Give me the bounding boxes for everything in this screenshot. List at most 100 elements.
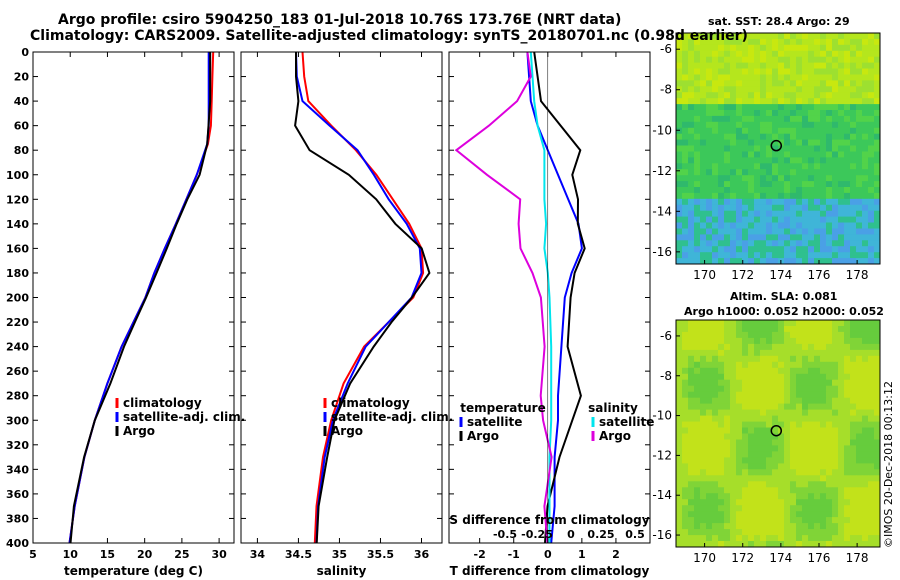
map-cell (754, 451, 761, 458)
map-cell (832, 157, 839, 164)
map-cell (802, 74, 809, 81)
map-cell (868, 216, 875, 223)
map-cell (700, 258, 707, 265)
map-cell (862, 523, 869, 530)
map-cell (718, 145, 725, 152)
map-cell (712, 421, 719, 428)
map-cell (682, 222, 689, 229)
map-cell (760, 415, 767, 422)
map-cell (760, 104, 767, 111)
map-cell (754, 487, 761, 494)
map-cell (754, 187, 761, 194)
map-cell (850, 505, 857, 512)
map-cell (706, 33, 713, 40)
map-cell (862, 145, 869, 152)
map-cell (790, 457, 797, 464)
map-cell (784, 187, 791, 194)
map-cell (682, 326, 689, 333)
map-cell (754, 169, 761, 176)
map-cell (730, 151, 737, 158)
map-cell (754, 216, 761, 223)
map-cell (742, 469, 749, 476)
map-cell (748, 234, 755, 241)
map-cell (694, 74, 701, 81)
map-cell (766, 92, 773, 99)
map-cell (850, 403, 857, 410)
map-cell (862, 326, 869, 333)
map-cell (754, 198, 761, 206)
map-cell (778, 169, 785, 176)
map-cell (856, 110, 863, 117)
map-cell (862, 487, 869, 494)
map-cell (724, 511, 731, 518)
map-cell (676, 38, 683, 46)
map-cell (682, 192, 689, 200)
map-cell (712, 505, 719, 512)
map-cell (724, 343, 731, 351)
map-cell (868, 355, 875, 363)
map-cell (778, 157, 785, 164)
map-cell (706, 529, 713, 536)
x-tick-label: -2 (474, 548, 486, 561)
map-cell (844, 397, 851, 405)
map-cell (748, 121, 755, 129)
map-cell (784, 385, 791, 393)
map-cell (790, 409, 797, 416)
map-cell (838, 439, 845, 446)
map-cell (868, 187, 875, 194)
map-cell (850, 326, 857, 333)
map-cell (676, 373, 683, 381)
map-cell (820, 74, 827, 81)
map-cell (874, 379, 881, 387)
map-cell (748, 517, 755, 524)
map-cell (808, 409, 815, 416)
map-cell (838, 74, 845, 81)
map-cell (724, 198, 731, 206)
map-cell (748, 204, 755, 212)
map-cell (802, 104, 809, 111)
map-cell (754, 204, 761, 212)
map-cell (688, 104, 695, 111)
map-cell (874, 192, 881, 200)
map-cell (874, 222, 881, 229)
map-cell (700, 98, 707, 105)
map-cell (868, 349, 875, 357)
legend-title-temperature: temperature (460, 401, 545, 415)
map-cell (736, 86, 743, 93)
map-cell (700, 181, 707, 188)
map-cell (724, 326, 731, 333)
map-cell (862, 361, 869, 369)
map-cell (826, 493, 833, 500)
map-cell (676, 175, 683, 182)
map-cell (694, 258, 701, 265)
map-cell (724, 44, 731, 52)
map-cell (778, 373, 785, 381)
map-cell (814, 198, 821, 206)
x-tick-label: 34 (250, 548, 266, 561)
map-cell (778, 145, 785, 152)
map-cell (706, 337, 713, 345)
series-line-t-satellite (526, 51, 583, 544)
series-line-argo (69, 52, 212, 544)
map-cell (736, 361, 743, 369)
map-cell (838, 98, 845, 105)
map-cell (826, 415, 833, 422)
legend-label: satellite (467, 415, 522, 429)
map-cell (676, 457, 683, 464)
map-cell (778, 252, 785, 259)
map-cell (862, 535, 869, 542)
map-cell (868, 463, 875, 470)
map-cell (748, 463, 755, 470)
map-cell (856, 240, 863, 247)
map-cell (784, 62, 791, 69)
map-cell (772, 151, 779, 158)
map-cell (748, 481, 755, 488)
map-cell (832, 349, 839, 357)
map-cell (856, 517, 863, 524)
map-cell (700, 397, 707, 405)
map-cell (694, 349, 701, 357)
map-cell (790, 481, 797, 488)
map-cell (748, 493, 755, 500)
map-cell (682, 44, 689, 52)
map-cell (772, 228, 779, 235)
